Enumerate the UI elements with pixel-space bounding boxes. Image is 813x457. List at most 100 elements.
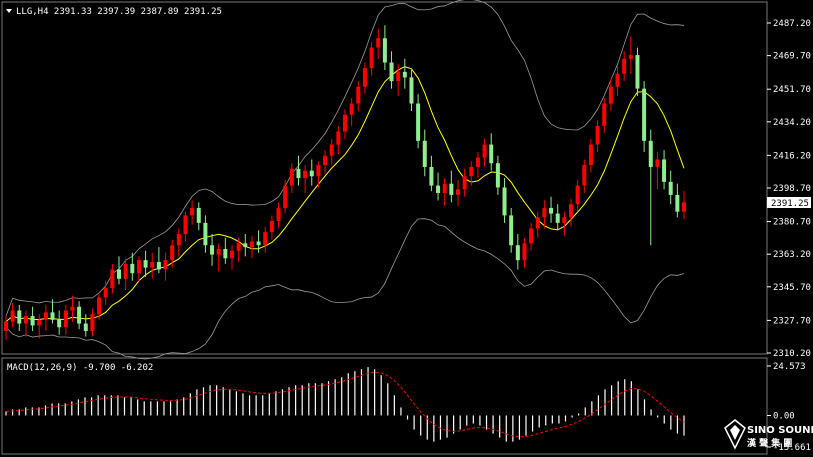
candle-body (316, 165, 321, 177)
candle-body (210, 245, 215, 255)
candle-body (110, 269, 115, 289)
candle-body (595, 125, 600, 145)
candle-body (356, 86, 361, 104)
candle-body (369, 47, 374, 69)
signal-line (5, 371, 685, 438)
current-price-tag (767, 197, 811, 208)
candle-body (103, 288, 108, 298)
candle-body (37, 319, 42, 326)
price-tick-label: 2327.70 (773, 316, 811, 326)
macd-axis: 24.573 0.00 -15.661 (767, 362, 811, 453)
candle-body (436, 185, 441, 194)
candle-body (289, 168, 294, 186)
macd-panel-frame (1, 357, 768, 455)
brand-cn: 漢 聲 集 團 (747, 437, 792, 449)
lower-band (5, 218, 685, 360)
price-tick-label: 2434.20 (773, 118, 811, 128)
candle-body (675, 194, 680, 212)
candle-body (582, 165, 587, 186)
ma-line (5, 66, 685, 323)
candle-body (23, 316, 28, 324)
candle-body (549, 207, 554, 214)
candle-body (143, 260, 148, 268)
candle-body (662, 159, 667, 182)
dropdown-triangle-icon[interactable] (6, 9, 12, 13)
macd-tick-label: 24.573 (773, 362, 806, 372)
candle-body (249, 241, 254, 248)
candle-body (163, 260, 168, 270)
candle-body (283, 185, 288, 208)
price-tick-label: 2345.70 (773, 283, 811, 293)
price-tick-label: 2451.70 (773, 85, 811, 95)
upper-band (5, 0, 685, 317)
candle-body (489, 144, 494, 164)
candle-body (176, 234, 181, 246)
macd-signal-line (5, 371, 685, 438)
candlesticks (4, 25, 686, 341)
candle-body (10, 310, 15, 322)
macd-label: MACD(12,26,9) -9.700 -6.202 (7, 363, 153, 373)
macd-tick-label: -15.661 (773, 443, 811, 453)
candle-body (90, 314, 95, 331)
candle-body (588, 144, 593, 166)
candle-body (622, 58, 627, 74)
candle-body (97, 297, 102, 315)
candle-body (30, 316, 35, 326)
candle-body (150, 262, 155, 268)
current-price-label: 2391.25 (771, 199, 809, 209)
candle-body (43, 312, 48, 320)
candle-body (170, 245, 175, 261)
candle-body (569, 204, 573, 218)
candle-body (117, 269, 121, 279)
price-tick-label: 2398.70 (773, 184, 811, 194)
candle-body (196, 207, 201, 223)
candle-body (469, 166, 474, 177)
candle-body (276, 207, 281, 221)
candle-body (362, 68, 367, 87)
candle-body (136, 260, 141, 274)
candle-body (542, 207, 547, 218)
price-tick-label: 2310.20 (773, 349, 811, 359)
candle-body (230, 250, 234, 259)
candle-body (682, 202, 686, 212)
candle-body (449, 183, 454, 195)
candle-body (4, 321, 8, 331)
brand-en: SINO SOUND (747, 425, 813, 436)
price-tick-label: 2416.20 (773, 151, 811, 161)
price-tick-label: 2363.20 (773, 250, 811, 260)
candle-body (243, 243, 248, 248)
candle-body (376, 38, 381, 48)
candle-body (535, 217, 540, 229)
candle-body (236, 243, 241, 251)
candle-body (156, 262, 161, 270)
candle-body (183, 215, 188, 235)
candle-body (648, 140, 653, 167)
candle-body (635, 55, 640, 89)
candle-body (555, 213, 560, 223)
candle-body (562, 217, 567, 223)
candle-body (608, 86, 613, 104)
price-tick-label: 2380.70 (773, 218, 811, 228)
candle-body (263, 232, 268, 246)
candle-body (336, 131, 341, 145)
candle-body (429, 166, 434, 186)
candle-body (602, 103, 607, 126)
candle-body (642, 88, 647, 141)
candle-body (130, 263, 135, 274)
sino-sound-logo: SINO SOUND 漢 聲 集 團 (724, 419, 813, 450)
candle-body (389, 62, 394, 82)
candle-body (416, 103, 421, 141)
price-tick-label: 2469.70 (773, 52, 811, 62)
candle-body (216, 248, 221, 255)
candle-body (522, 243, 527, 261)
candle-body (382, 38, 387, 63)
candle-body (269, 221, 274, 233)
candle-body (615, 73, 620, 87)
candle-body (70, 306, 75, 311)
candle-body (203, 222, 208, 246)
candle-body (575, 185, 580, 205)
candle-body (256, 241, 261, 246)
candle-body (349, 103, 354, 115)
candle-body (50, 312, 55, 320)
candle-body (329, 144, 334, 156)
